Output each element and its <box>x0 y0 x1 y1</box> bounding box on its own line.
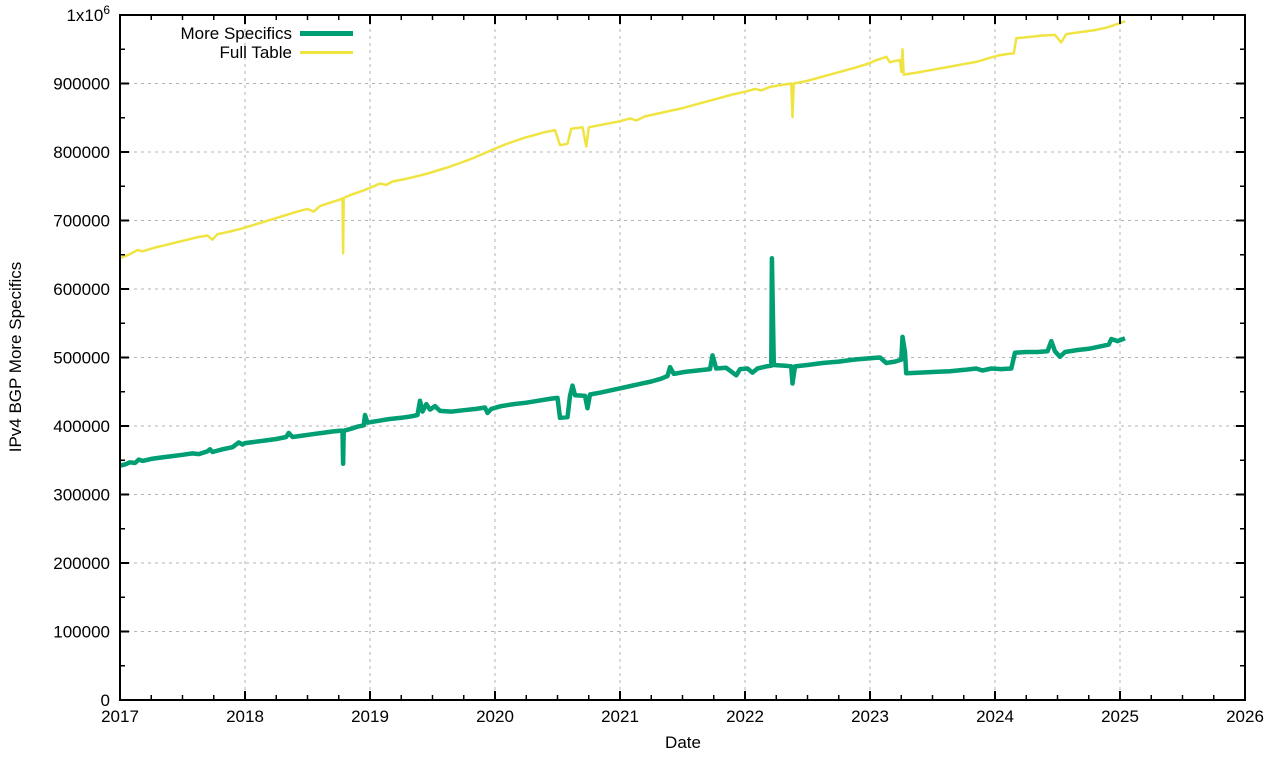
x-tick-label: 2017 <box>101 707 139 726</box>
x-tick-label: 2026 <box>1226 707 1264 726</box>
x-tick-label: 2018 <box>226 707 264 726</box>
legend-line-sample-full-table <box>300 51 353 54</box>
x-tick-label: 2023 <box>851 707 889 726</box>
tick-marks <box>119 14 1246 701</box>
y-tick-label: 800000 <box>53 143 110 162</box>
x-tick-label: 2024 <box>976 707 1014 726</box>
y-tick-label: 1x106 <box>66 3 110 25</box>
y-tick-label: 600000 <box>53 280 110 299</box>
series-line-more-specifics <box>119 255 1126 468</box>
series-line-full-table <box>119 20 1126 260</box>
legend-line-sample-more-specifics <box>300 31 353 36</box>
y-tick-label: 400000 <box>53 417 110 436</box>
legend-item-full-table: Full Table <box>60 43 353 62</box>
y-axis-title: IPv4 BGP More Specifics <box>6 261 25 453</box>
y-tick-label: 900000 <box>53 75 110 94</box>
legend-label-more-specifics: More Specifics <box>180 23 292 43</box>
legend-label-full-table: Full Table <box>219 42 292 62</box>
x-tick-label: 2020 <box>476 707 514 726</box>
y-tick-label: 500000 <box>53 349 110 368</box>
x-axis-title: Date <box>665 733 701 752</box>
y-tick-label: 700000 <box>53 212 110 231</box>
legend: More Specifics Full Table <box>60 24 353 62</box>
y-tick-label: 0 <box>101 691 110 710</box>
legend-item-more-specifics: More Specifics <box>60 24 353 43</box>
series-layer <box>119 20 1126 468</box>
y-tick-label: 200000 <box>53 554 110 573</box>
tick-labels: 2017 2018 2019 2020 2021 2022 2023 2024 2025 2026… <box>53 3 1264 726</box>
y-tick-label: 100000 <box>53 623 110 642</box>
x-tick-label: 2025 <box>1101 707 1139 726</box>
grid-layer <box>120 15 1246 700</box>
x-tick-label: 2021 <box>601 707 639 726</box>
x-tick-label: 2022 <box>726 707 764 726</box>
x-tick-label: 2019 <box>351 707 389 726</box>
y-tick-label: 300000 <box>53 486 110 505</box>
